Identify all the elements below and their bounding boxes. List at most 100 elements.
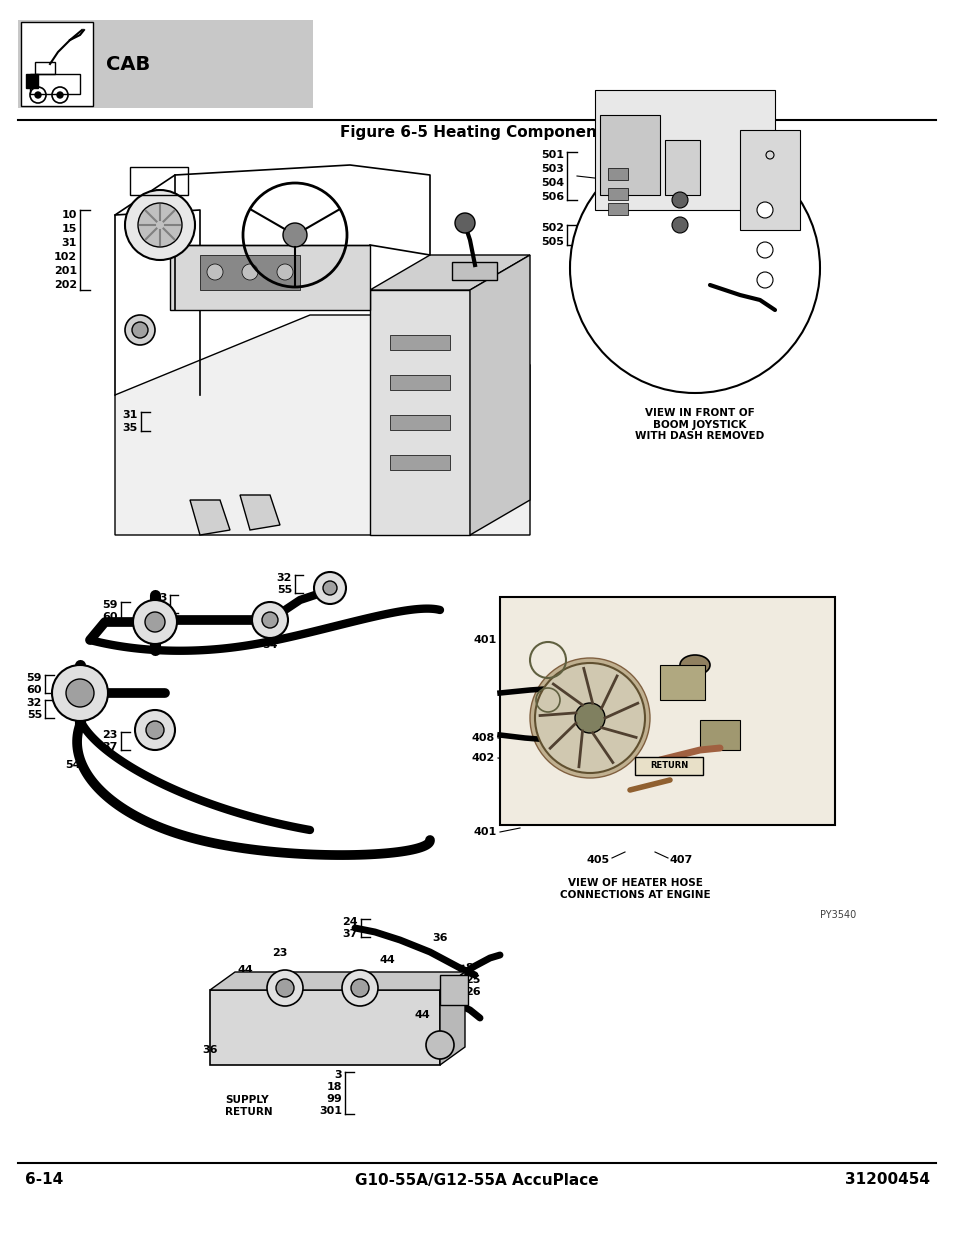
Text: 506: 506 [540,191,563,203]
Circle shape [757,242,772,258]
Text: 60: 60 [102,613,118,622]
Bar [664,140,700,195]
Text: SUPPLY: SUPPLY [225,1095,269,1105]
Bar [595,90,774,210]
Text: 35: 35 [123,424,138,433]
Bar [200,254,299,290]
Text: RETURN: RETURN [649,762,687,771]
Text: 23: 23 [272,948,288,958]
Text: 504: 504 [540,178,563,188]
Bar [21,22,92,106]
Polygon shape [210,990,439,1065]
Circle shape [535,663,644,773]
Text: 44: 44 [379,955,395,965]
Bar [390,454,450,471]
Text: 24: 24 [342,918,357,927]
Text: Figure 6-5 Heating Components: Figure 6-5 Heating Components [340,126,613,141]
Circle shape [132,600,177,643]
Circle shape [132,322,148,338]
Circle shape [530,658,649,778]
Bar [599,115,659,195]
Text: 32: 32 [27,698,42,708]
Text: 102: 102 [53,252,77,262]
Text: 10: 10 [62,210,77,220]
Text: 408: 408 [471,734,495,743]
Polygon shape [370,254,530,290]
Text: 8: 8 [464,963,473,973]
Polygon shape [370,290,470,535]
Text: 23: 23 [103,730,118,740]
Circle shape [52,664,108,721]
Text: CAB: CAB [106,56,150,74]
Bar [439,974,468,1005]
Text: 59: 59 [27,673,42,683]
Text: 60: 60 [27,685,42,695]
Polygon shape [190,500,230,535]
Circle shape [262,613,277,629]
Text: 37: 37 [342,929,357,939]
Bar [740,130,800,230]
Circle shape [66,679,94,706]
Text: 25: 25 [464,974,480,986]
Bar [659,664,704,700]
Text: 407: 407 [669,855,693,864]
Text: RETURN: RETURN [225,1107,273,1116]
Circle shape [455,212,475,233]
Text: 502: 502 [540,224,563,233]
Circle shape [138,203,182,247]
Text: 32: 32 [276,573,292,583]
Circle shape [283,224,307,247]
Circle shape [252,601,288,638]
Circle shape [242,264,257,280]
Bar [26,74,38,88]
Bar [635,757,702,776]
Ellipse shape [679,655,709,676]
Text: 59: 59 [102,600,118,610]
Text: 54: 54 [65,760,81,769]
Circle shape [57,91,63,98]
Text: 401: 401 [474,635,497,645]
Text: 31: 31 [123,410,138,420]
Text: VIEW IN FRONT OF
BOOM JOYSTICK
WITH DASH REMOVED: VIEW IN FRONT OF BOOM JOYSTICK WITH DASH… [635,408,763,441]
Circle shape [146,721,164,739]
Circle shape [314,572,346,604]
Circle shape [35,91,41,98]
Text: 36: 36 [432,932,447,944]
Text: 23: 23 [152,593,168,603]
Polygon shape [170,245,370,310]
Text: G10-55A/G12-55A AccuPlace: G10-55A/G12-55A AccuPlace [355,1172,598,1188]
Text: 37: 37 [152,605,168,615]
Text: 31: 31 [62,238,77,248]
Bar [607,168,627,180]
Text: PY3540: PY3540 [820,910,856,920]
Text: 26: 26 [464,987,480,997]
Circle shape [275,979,294,997]
Bar [499,597,834,825]
Circle shape [757,272,772,288]
Text: 31200454: 31200454 [844,1172,929,1188]
Bar [390,335,450,350]
Circle shape [267,969,303,1007]
Text: 202: 202 [53,280,77,290]
Text: 44: 44 [237,965,253,974]
Text: 54: 54 [262,640,277,650]
Text: 44: 44 [414,1010,430,1020]
Text: 33: 33 [430,1044,445,1053]
Polygon shape [439,972,464,1065]
Text: 99: 99 [326,1094,341,1104]
Circle shape [757,203,772,219]
FancyBboxPatch shape [18,20,313,107]
Bar [390,415,450,430]
Bar [130,167,188,195]
Bar [607,203,627,215]
Polygon shape [470,254,530,535]
Circle shape [671,191,687,207]
Text: 36: 36 [202,1045,217,1055]
Circle shape [323,580,336,595]
Circle shape [426,1031,454,1058]
Text: 405: 405 [586,855,609,864]
Polygon shape [240,495,280,530]
Circle shape [135,710,174,750]
Text: 15: 15 [62,224,77,233]
Circle shape [125,190,194,261]
